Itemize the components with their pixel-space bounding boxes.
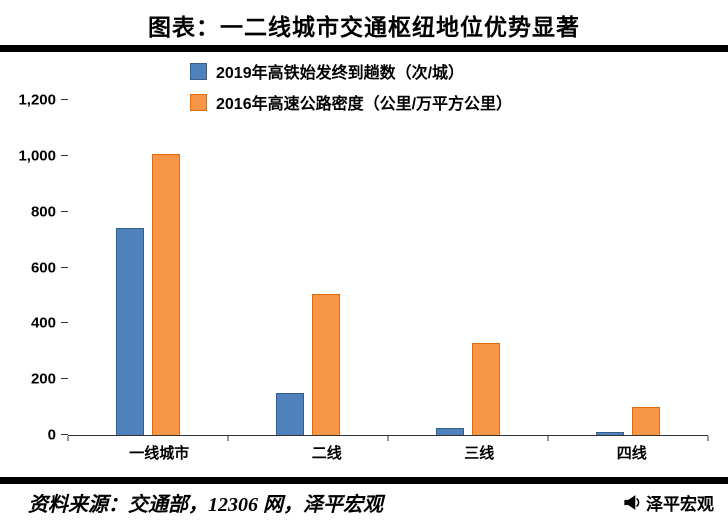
bottom-divider: [0, 477, 728, 484]
y-tick-mark: [61, 154, 68, 156]
legend-label-rail: 2019年高铁始发终到趟数（次/城）: [216, 65, 465, 82]
legend-swatch-rail-icon: [190, 62, 207, 80]
x-tick-label: 一线城市: [129, 445, 190, 462]
x-tick-mark: [547, 436, 549, 441]
bar-group: [596, 100, 660, 435]
x-tick-label: 四线: [616, 445, 647, 462]
legend-item-highway: 2016年高速公路密度（公里/万平方公里）: [190, 90, 512, 114]
plot-area: [68, 100, 708, 436]
bar-rail: [276, 393, 304, 435]
chart-legend: 2019年高铁始发终到趟数（次/城） 2016年高速公路密度（公里/万平方公里）: [190, 59, 512, 121]
y-tick-mark: [61, 322, 68, 324]
top-divider: [0, 45, 728, 52]
x-axis-ticks: [67, 436, 709, 441]
y-tick-mark: [61, 99, 68, 100]
bar-rail: [596, 432, 624, 435]
x-tick-mark: [387, 436, 389, 441]
y-tick-label: 400: [30, 314, 56, 332]
y-axis-ticks: [61, 99, 68, 435]
legend-item-rail: 2019年高铁始发终到趟数（次/城）: [190, 59, 512, 83]
brand-logo: 泽平宏观: [622, 490, 714, 515]
x-tick-mark: [67, 436, 69, 441]
bar-group: [276, 100, 340, 435]
bar-rail: [116, 228, 144, 435]
brand-name: 泽平宏观: [646, 495, 714, 514]
page-title: 图表：一二线城市交通枢纽地位优势显著: [148, 14, 580, 40]
x-tick-label: 二线: [311, 445, 342, 462]
y-axis-labels: 0 200 400 600 800 1,000 1,200: [0, 92, 58, 444]
x-tick-mark: [707, 436, 709, 441]
x-tick-mark: [227, 436, 229, 441]
bar-group: [116, 100, 180, 435]
y-tick-label: 0: [47, 426, 56, 444]
legend-swatch-highway-icon: [190, 93, 207, 111]
bar-group: [436, 100, 500, 435]
bar-highway: [472, 342, 500, 435]
y-tick-label: 600: [30, 259, 56, 276]
y-tick-mark: [61, 266, 68, 268]
x-tick-label: 三线: [464, 445, 495, 462]
legend-label-highway: 2016年高速公路密度（公里/万平方公里）: [216, 96, 513, 113]
x-axis-labels: 一线城市 二线 三线 四线: [68, 442, 708, 463]
y-tick-mark: [61, 378, 68, 380]
y-tick-label: 1,000: [18, 147, 56, 165]
bar-highway: [312, 294, 340, 435]
y-tick-label: 200: [30, 370, 56, 388]
bar-highway: [152, 154, 180, 435]
bar-rail: [436, 428, 464, 435]
bar-highway: [632, 407, 660, 435]
megaphone-icon: [622, 493, 641, 512]
y-tick-label: 1,200: [18, 91, 56, 109]
y-tick-label: 800: [30, 203, 56, 221]
y-tick-mark: [61, 434, 68, 435]
source-note: 资料来源：交通部，12306 网，泽平宏观: [28, 494, 383, 516]
y-tick-mark: [61, 210, 68, 212]
